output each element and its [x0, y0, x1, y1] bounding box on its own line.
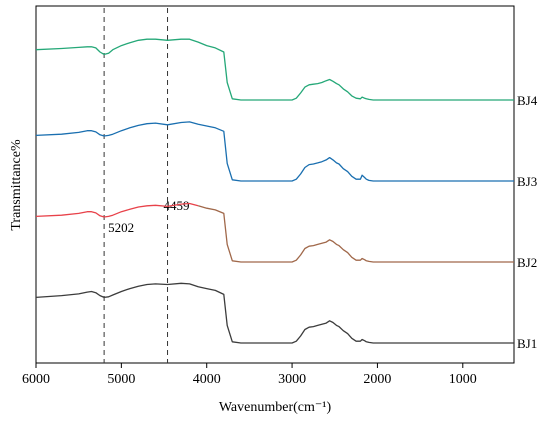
series-line-bj1 [35, 282, 514, 344]
series-lines [35, 38, 514, 344]
series-line-bj2-segment-2 [198, 205, 514, 263]
series-labels: BJ1 BJ2 BJ3 BJ4 [517, 93, 538, 351]
series-label-bj3: BJ3 [517, 174, 537, 189]
y-axis-label: Transmittance% [9, 139, 24, 231]
x-tick-label: 5000 [107, 372, 135, 387]
x-axis-label: Wavenumber(cm⁻¹) [219, 400, 332, 415]
series-line-bj2-segment-1 [35, 202, 199, 218]
x-tick-label: 1000 [449, 372, 477, 387]
series-label-bj1: BJ1 [517, 336, 537, 351]
series-label-bj4: BJ4 [517, 93, 538, 108]
x-tick-label: 6000 [22, 372, 50, 387]
x-tick-label: 4000 [193, 372, 221, 387]
series-label-bj2: BJ2 [517, 255, 537, 270]
x-tick-label: 3000 [278, 372, 306, 387]
x-axis-ticks: 6000 5000 4000 3000 2000 1000 [22, 363, 477, 387]
annotation-label: 5202 [108, 220, 134, 235]
series-line-bj4 [35, 38, 514, 101]
plot-frame [35, 5, 515, 364]
x-tick-label: 2000 [363, 372, 391, 387]
series-line-bj3 [35, 121, 514, 182]
